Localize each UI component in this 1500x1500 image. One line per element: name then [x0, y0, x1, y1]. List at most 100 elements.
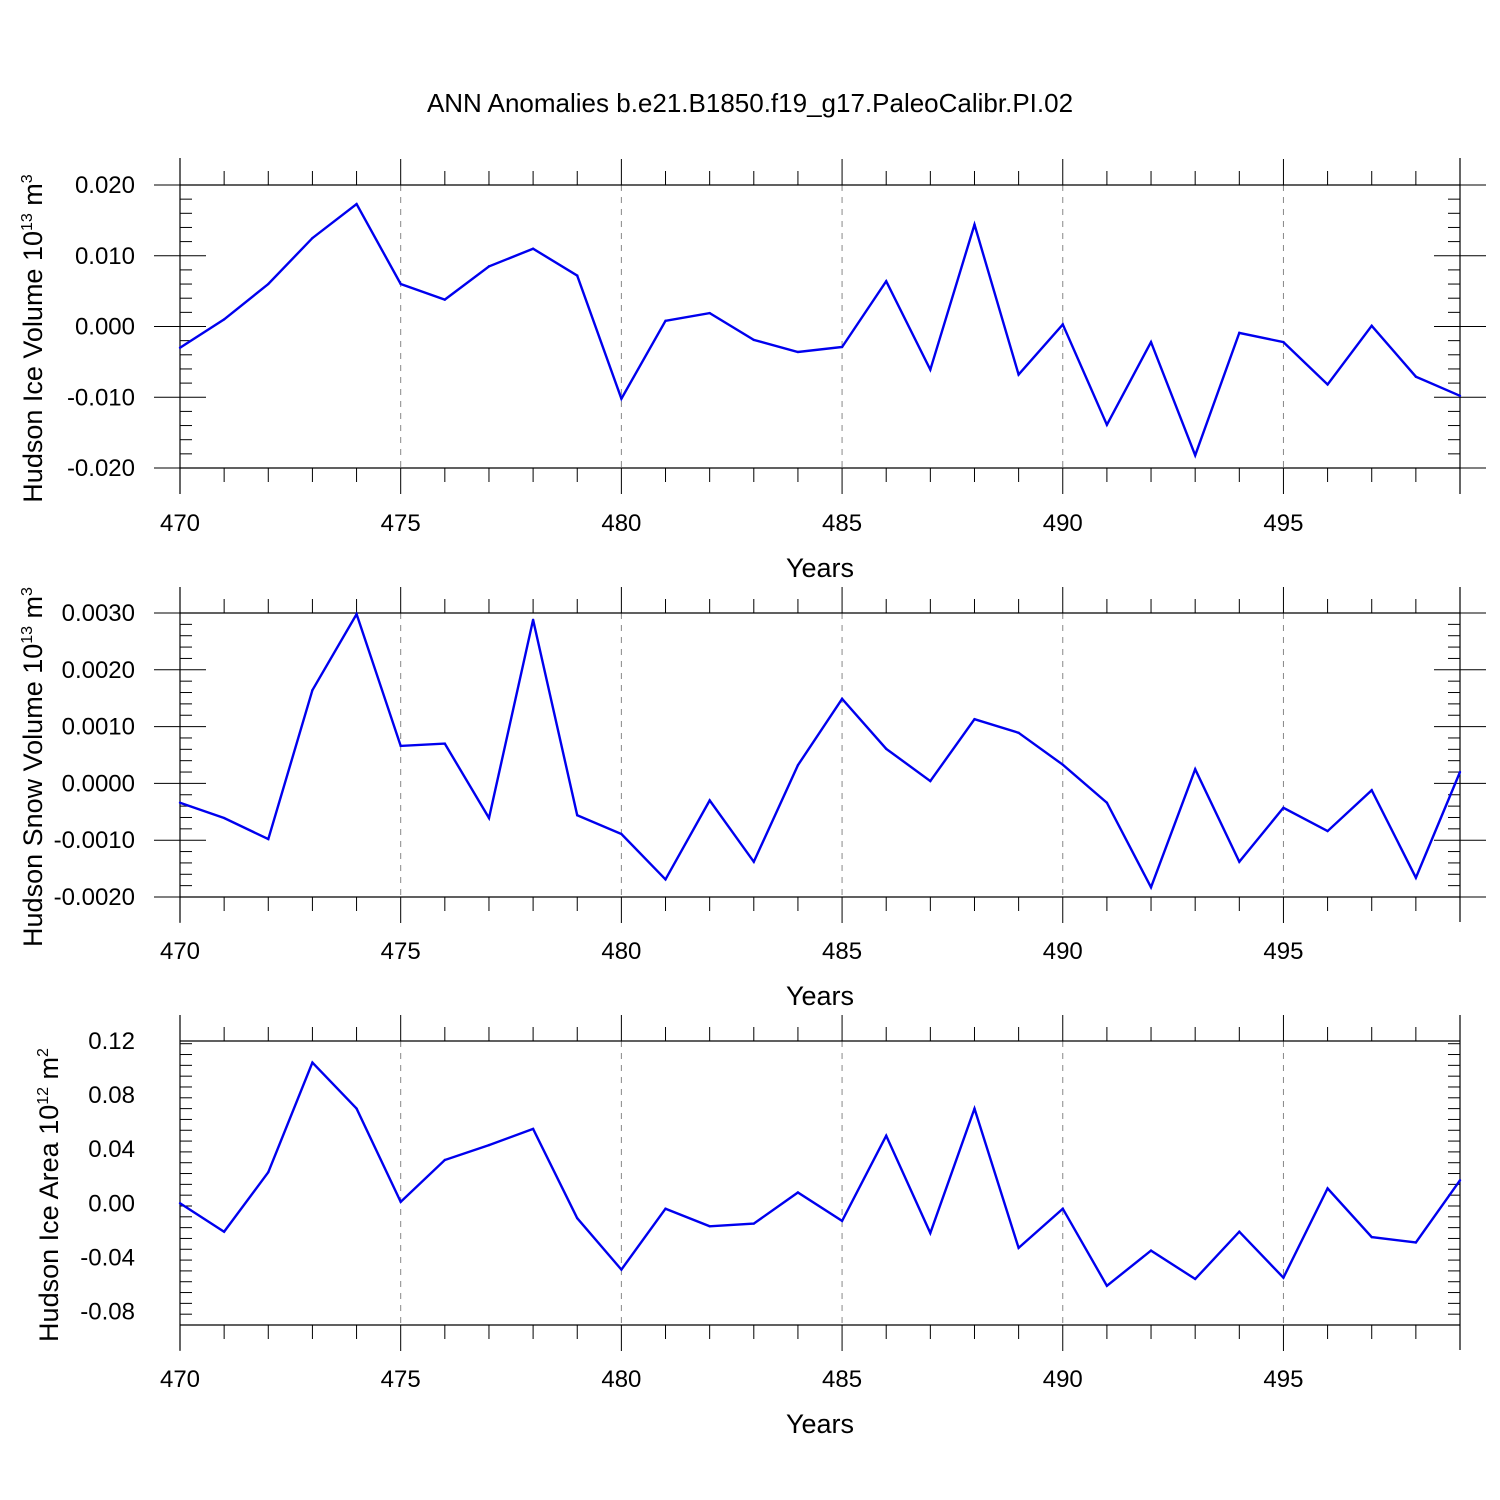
data-point [1105, 801, 1109, 804]
data-point [664, 878, 667, 881]
x-axis-label: Years [786, 553, 854, 583]
data-point [443, 1158, 447, 1162]
data-point [1193, 768, 1197, 771]
x-tick-label: 480 [601, 510, 641, 537]
x-axis-label: Years [786, 981, 854, 1011]
data-point [399, 744, 402, 748]
data-point [620, 397, 623, 400]
data-point [531, 1127, 535, 1131]
x-tick-label: 480 [601, 938, 641, 965]
x-tick-label: 485 [822, 938, 862, 965]
data-point [1149, 886, 1153, 889]
chart-panel-3: 470 475 480 485 490 495 -0.08 -0.04 0.00 0.04 0.08… [34, 1015, 1462, 1439]
y-tick-label: 0.04 [88, 1136, 135, 1163]
data-point [576, 274, 579, 277]
data-point [1061, 323, 1064, 326]
data-point [929, 1231, 932, 1235]
x-tick-label: 475 [381, 510, 421, 537]
x-tick-label: 495 [1263, 510, 1303, 537]
y-axis-label: Hudson Ice Area 1012 m2 [34, 1048, 64, 1342]
data-point [752, 1222, 755, 1225]
panels: 470 475 480 485 490 495 -0.020 -0.010 0.000 0.010… [18, 158, 1486, 1439]
x-tick-label: 490 [1043, 1366, 1083, 1393]
data-point [1370, 324, 1373, 327]
chart-panel-2: 470 475 480 485 490 495 -0.0020 -0.0010 0.0000 0.… [18, 587, 1486, 1011]
data-point [1326, 829, 1329, 833]
data-point [576, 814, 579, 817]
data-point [973, 1107, 976, 1110]
data-point [355, 202, 358, 206]
x-tick-label: 495 [1263, 938, 1303, 965]
data-point [531, 618, 535, 622]
data-point [708, 311, 711, 315]
data-point [1370, 789, 1373, 792]
data-point [973, 223, 976, 226]
data-point [796, 350, 800, 354]
data-point [1458, 770, 1462, 774]
data-point [311, 689, 314, 692]
data-point [311, 236, 314, 240]
series-line [179, 1060, 1461, 1288]
data-point [487, 1143, 491, 1147]
data-point [1061, 1207, 1064, 1210]
data-point [620, 1268, 623, 1271]
data-point [1458, 394, 1462, 398]
data-point [222, 1230, 226, 1233]
y-tick-label: 0.010 [75, 243, 135, 270]
data-point [664, 1207, 667, 1210]
data-point [178, 801, 182, 804]
x-tick-label: 490 [1043, 938, 1083, 965]
data-point [1326, 1187, 1329, 1190]
y-tick-label: -0.0020 [54, 884, 135, 911]
data-point [1149, 1249, 1153, 1252]
x-tick-label: 495 [1263, 1366, 1303, 1393]
data-point [1061, 763, 1064, 766]
x-tick-label: 485 [822, 510, 862, 537]
data-point [796, 1191, 800, 1194]
data-point [929, 368, 932, 371]
x-tick-label: 475 [381, 1366, 421, 1393]
data-point [1193, 454, 1197, 457]
x-tick-label: 470 [160, 1366, 200, 1393]
x-tick-label: 475 [381, 938, 421, 965]
y-tick-label: 0.0000 [62, 770, 135, 797]
data-point [1282, 1276, 1285, 1279]
x-tick-label: 485 [822, 1366, 862, 1393]
y-tick-label: 0.0010 [62, 714, 135, 741]
y-tick-label: 0.000 [75, 314, 135, 341]
x-tick-label: 490 [1043, 510, 1083, 537]
data-point [222, 816, 226, 820]
data-point [1238, 1230, 1241, 1233]
data-point [267, 1170, 270, 1174]
data-point [1017, 1246, 1020, 1250]
data-point [885, 280, 888, 283]
data-point [576, 1216, 579, 1220]
data-point [1105, 423, 1109, 427]
data-point [1458, 1179, 1462, 1182]
data-point [973, 718, 976, 721]
data-point [885, 1134, 888, 1137]
y-tick-label: -0.0010 [54, 827, 135, 854]
y-tick-label: 0.12 [88, 1028, 135, 1055]
data-point [1414, 1241, 1418, 1244]
data-point [840, 345, 844, 349]
x-tick-label: 480 [601, 1366, 641, 1393]
data-point [1238, 860, 1241, 863]
data-point [487, 265, 491, 268]
data-point [178, 1202, 182, 1205]
data-point [840, 697, 844, 700]
data-point [1370, 1235, 1373, 1239]
data-point [752, 860, 755, 863]
data-point [531, 247, 535, 250]
data-point [355, 1107, 358, 1110]
y-tick-label: -0.04 [80, 1244, 135, 1271]
y-tick-label: 0.020 [75, 172, 135, 199]
data-point [1238, 331, 1241, 335]
y-tick-label: -0.08 [80, 1298, 135, 1325]
data-point [487, 816, 491, 820]
data-point [222, 318, 226, 321]
chart-panel-1: 470 475 480 485 490 495 -0.020 -0.010 0.000 0.010… [18, 158, 1486, 583]
data-point [840, 1219, 844, 1223]
data-point [178, 346, 182, 349]
data-point [1414, 375, 1418, 378]
